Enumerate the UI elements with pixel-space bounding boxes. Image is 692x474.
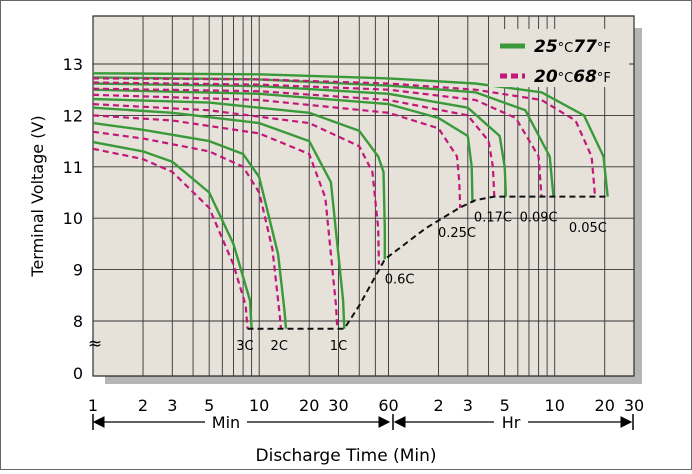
series-line-0_6C-25c (92, 97, 386, 260)
y-axis-title: Terminal Voltage (V) (28, 115, 47, 277)
x-tick-label: 10 (249, 396, 269, 415)
x-axis-title: Discharge Time (Min) (256, 446, 437, 466)
x-tick-label: 3 (167, 396, 177, 415)
series-line-0_6C-20c (92, 103, 380, 265)
y-tick-label: 11 (63, 158, 83, 177)
legend-dashed-c-unit: °C (558, 71, 574, 86)
series-label: 0.6C (385, 272, 415, 287)
series-line-2C-20c (92, 130, 282, 329)
legend-dashed-label: 20°C68°F (534, 67, 611, 87)
x-tick-label: 5 (500, 396, 510, 415)
series-label: 0.09C (520, 211, 558, 226)
series-line-0_09C-25c (92, 76, 555, 197)
min-range-indicator: Min (92, 413, 391, 432)
y-tick-label: 9 (73, 261, 83, 280)
legend-solid-f-unit: °F (597, 41, 611, 56)
x-tick-label: 60 (378, 396, 398, 415)
x-tick-label: 10 (545, 396, 565, 415)
legend-entry-dashed: 20°C68°F (500, 67, 611, 87)
series-label: 0.25C (438, 226, 476, 241)
series-line-0_17C-20c (92, 87, 496, 197)
series-label: 2C (271, 339, 288, 354)
x-tick-label: 3 (463, 396, 473, 415)
series-line-2C-25c (92, 121, 288, 329)
series-line-3C-25c (92, 140, 253, 329)
series-line-3C-20c (92, 147, 249, 329)
series-label: 0.05C (569, 221, 607, 236)
y-tick-label: 12 (63, 106, 83, 125)
legend-dashed-f-unit: °F (597, 71, 611, 86)
x-tick-label: 20 (595, 396, 615, 415)
series-line-0_05C-25c (92, 72, 609, 197)
legend-solid-label: 25°C77°F (534, 37, 611, 57)
series-line-1C-25c (92, 106, 346, 329)
y-tick-label: 0 (73, 364, 83, 383)
x-tick-label: 2 (138, 396, 148, 415)
legend-solid-temp-c: 25 (534, 37, 558, 57)
y-tick-label: 13 (63, 55, 83, 74)
series-line-0_17C-25c (92, 82, 508, 197)
legend-solid-c-unit: °C (558, 41, 574, 56)
series-label: 3C (236, 339, 253, 354)
x-tick-label: 30 (328, 396, 348, 415)
series-line-0_25C-25c (92, 88, 474, 203)
series-line-0_09C-20c (92, 81, 543, 197)
legend: 25°C77°F 20°C68°F (489, 29, 629, 87)
x-tick-label: 5 (204, 396, 214, 415)
series-label: 1C (330, 339, 347, 354)
legend-dashed-temp-c: 20 (534, 67, 558, 87)
min-unit-label: Min (212, 413, 240, 432)
end-voltage-line (247, 195, 608, 330)
y-tick-label: 10 (63, 209, 83, 228)
x-tick-label: 2 (433, 396, 443, 415)
y-tick-label: 8 (73, 312, 83, 331)
x-tick-label: 1 (88, 396, 98, 415)
y-axis-break-symbol: ≈ (88, 334, 102, 354)
series-line-0_05C-20c (92, 77, 597, 197)
series (92, 72, 609, 330)
x-tick-label: 30 (624, 396, 644, 415)
series-label: 0.17C (474, 211, 512, 226)
x-tick-label: 20 (299, 396, 319, 415)
legend-entry-solid: 25°C77°F (500, 37, 611, 57)
legend-dashed-temp-f: 68 (573, 67, 597, 87)
hr-range-indicator: Hr (392, 413, 634, 432)
series-line-1C-20c (92, 114, 339, 329)
hr-unit-label: Hr (502, 413, 521, 432)
legend-solid-temp-f: 77 (573, 37, 597, 57)
